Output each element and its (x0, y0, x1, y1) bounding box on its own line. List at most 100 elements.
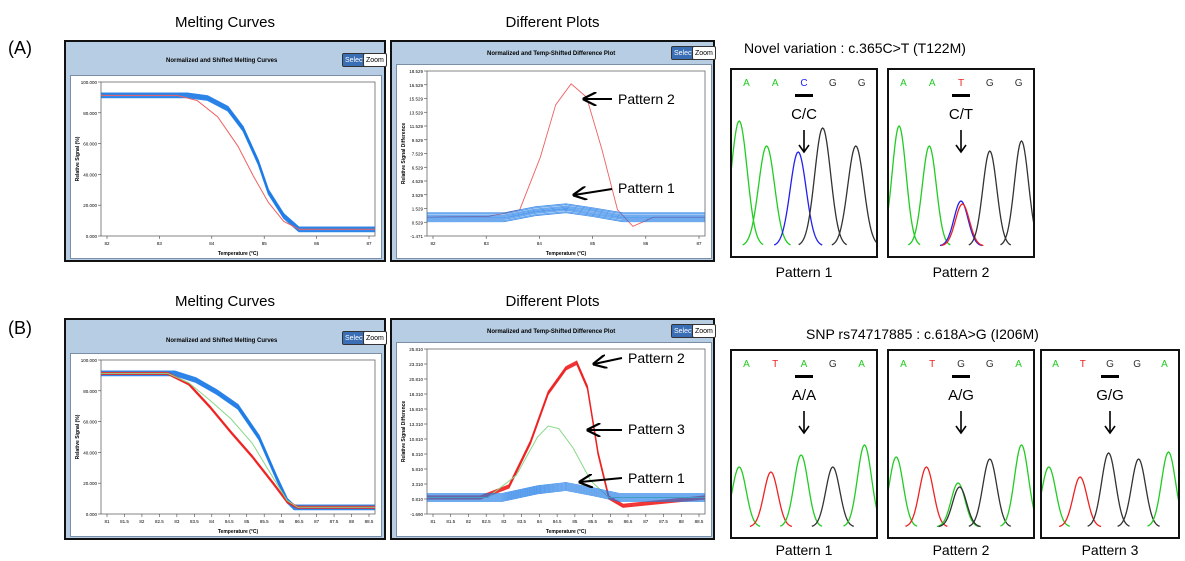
chrB3-peak (1058, 476, 1102, 528)
svgB2-xtick-label: 88.5 (695, 519, 704, 524)
svgA1-ytick-label: 40.000 (83, 172, 97, 177)
row-b-chromatogram-2: A T G G A A/G (874, 349, 1043, 539)
svgB2-xtick-label: 83.5 (517, 519, 526, 524)
chrB2-base-call: T (929, 359, 935, 370)
svgB2-ytick-label: -1.690 (410, 512, 423, 517)
chrB1-base-call: G (829, 359, 837, 370)
row-a-melt-select-button[interactable]: Select (342, 53, 368, 67)
svgA1-ytick-label: 100.000 (81, 80, 98, 85)
row-b-chromatogram-2-label: Pattern 2 (932, 542, 990, 558)
svgB2-series-3-line (427, 490, 705, 502)
svgB1-xtick-label: 84.5 (225, 519, 234, 524)
arrow-a-pattern-1 (574, 189, 613, 195)
svgA1-series-group (101, 92, 375, 233)
svgA2-xtick-label: 87 (696, 241, 702, 246)
svgB2-xtick-label: 84.5 (553, 519, 562, 524)
svgB1-frame (100, 359, 376, 515)
chrB3-base-call: G (1133, 359, 1141, 370)
svgA2-ytick-label: 6.529 (412, 165, 424, 170)
chrB1-base-call: A (801, 359, 808, 370)
svgA1-series-2-line (101, 94, 375, 230)
chrB1-base-call: A (743, 359, 750, 370)
chrB1-peak (749, 471, 793, 528)
svgB2-series-1-line (427, 363, 706, 508)
chrB1-pointer-head (798, 425, 810, 435)
row-b-melting-panel: Normalized and Shifted Melting Curves Se… (64, 318, 387, 540)
chrB2-peak (968, 458, 1011, 527)
row-a-melt-panel-title: Normalized and Shifted Melting Curves (166, 58, 278, 64)
chrB2-bar (952, 375, 970, 378)
svgB1-xtick-label: 87.5 (330, 519, 339, 524)
svgA2-ytick-label: 16.529 (409, 83, 423, 88)
svgA2-xtick-label: 83 (484, 241, 490, 246)
svgA2-series-2-line (427, 203, 705, 214)
svgB2-ytick-label: 5.810 (412, 467, 424, 472)
svgB2-ytick-label: 18.310 (409, 392, 423, 397)
svgA2-xtick-label: 84 (537, 241, 543, 246)
svgA2-series-group (426, 83, 705, 227)
svgB1-ytick-label: 0.000 (86, 512, 98, 517)
chrB2-base-call: G (957, 359, 965, 370)
row-b-melting-chart: 100.000 80.000 60.000 40.000 20.000 0.000 81 81… (75, 358, 376, 535)
svgB1-xtick-label: 88 (349, 519, 355, 524)
row-a-melt-plot-area: 100.000 80.000 60.000 40.000 20.000 0.000 82 83… (70, 75, 382, 259)
svgA1-ytick-label: 60.000 (83, 142, 97, 147)
svgB1-xtick-label: 81 (104, 519, 110, 524)
svgB2-series-3-line (427, 482, 705, 494)
chrB1-base-call: T (772, 359, 778, 370)
svgB1-xtick-label: 82.5 (155, 519, 164, 524)
row-a-melt-zoom-button[interactable]: Zoom (363, 53, 387, 67)
chrA2-peak (941, 203, 984, 247)
svgB2-xtick-label: 82.5 (482, 519, 491, 524)
svgB1-xtick-label: 87 (314, 519, 320, 524)
chrB3-base-call: A (1052, 359, 1059, 370)
svgA1-xtick-label: 86 (314, 241, 320, 246)
svgB1-xtick-label: 83 (174, 519, 180, 524)
row-a-diff-plot-area: 18.529 16.529 15.529 13.529 11.529 9.529 7.529… (396, 64, 712, 259)
chrB2-pointer-head (955, 425, 967, 435)
svgA2-ytick-label: 7.529 (412, 152, 424, 157)
svgB2-ytick-label: 3.310 (412, 482, 424, 487)
svgA2-ytick-label: -1.471 (410, 234, 423, 239)
svgB2-series-3-line (427, 484, 705, 496)
svgA2-series-2-line (427, 208, 705, 219)
svgB2-ylabel: Relative Signal Difference (401, 401, 407, 463)
row-b-annotation-pattern-3: Pattern 3 (628, 421, 685, 437)
svgB2-series-3-line (427, 486, 705, 498)
svgB2-ytick-label: 25.810 (409, 347, 423, 352)
svgB2-xtick-label: 81 (430, 519, 436, 524)
svgA1-xlabel: Temperature (°C) (218, 251, 259, 257)
chrB3-base-call: G (1106, 359, 1114, 370)
chrA2-peak (968, 150, 1012, 246)
row-a-difference-panel: Normalized and Temp-Shifted Difference P… (390, 40, 716, 262)
svgB2-series-3-line (427, 488, 705, 500)
row-b-diff-zoom-button[interactable]: Zoom (692, 324, 716, 338)
svgB2-xtick-label: 85.5 (588, 519, 597, 524)
chrB2-base-call: G (986, 359, 994, 370)
svgB1-xtick-label: 85 (244, 519, 250, 524)
row-a-label: (A) (8, 38, 32, 58)
svgA2-series-2-line (427, 207, 705, 218)
svgA2-ytick-label: 3.529 (412, 193, 424, 198)
svgB1-xtick-label: 83.5 (190, 519, 199, 524)
chrB1-bar (795, 375, 813, 378)
chrB2-base-call: A (1015, 359, 1022, 370)
chrB3-pointer-head (1104, 425, 1116, 435)
chrB1-peak (811, 466, 854, 527)
chrA2-base-call: G (986, 78, 994, 89)
row-b-chromatogram-2-trace: A T G G A A/G (874, 359, 1043, 528)
svgB2-ytick-label: 23.310 (409, 362, 423, 367)
row-b-sequence-header: SNP rs74717885 : c.618A>G (I206M) (806, 326, 1039, 342)
row-a-diff-zoom-button[interactable]: Zoom (692, 46, 716, 60)
chrA1-peak (798, 127, 848, 246)
svgA2-series-2-line (427, 212, 705, 223)
chrA1-base-call: G (829, 78, 837, 89)
row-b-annotation-pattern-2: Pattern 2 (628, 350, 685, 366)
svgA2-xtick-label: 82 (430, 241, 436, 246)
row-a-sequence-header: Novel variation : c.365C>T (T122M) (744, 40, 966, 56)
row-b-melt-zoom-button[interactable]: Zoom (363, 331, 387, 345)
svgB2-series-3-line (427, 483, 705, 495)
svgA1-ylabel: Relative Signal (%) (75, 136, 81, 181)
chrB3-peak (1117, 458, 1160, 527)
svgA1-ytick-label: 20.000 (83, 203, 97, 208)
